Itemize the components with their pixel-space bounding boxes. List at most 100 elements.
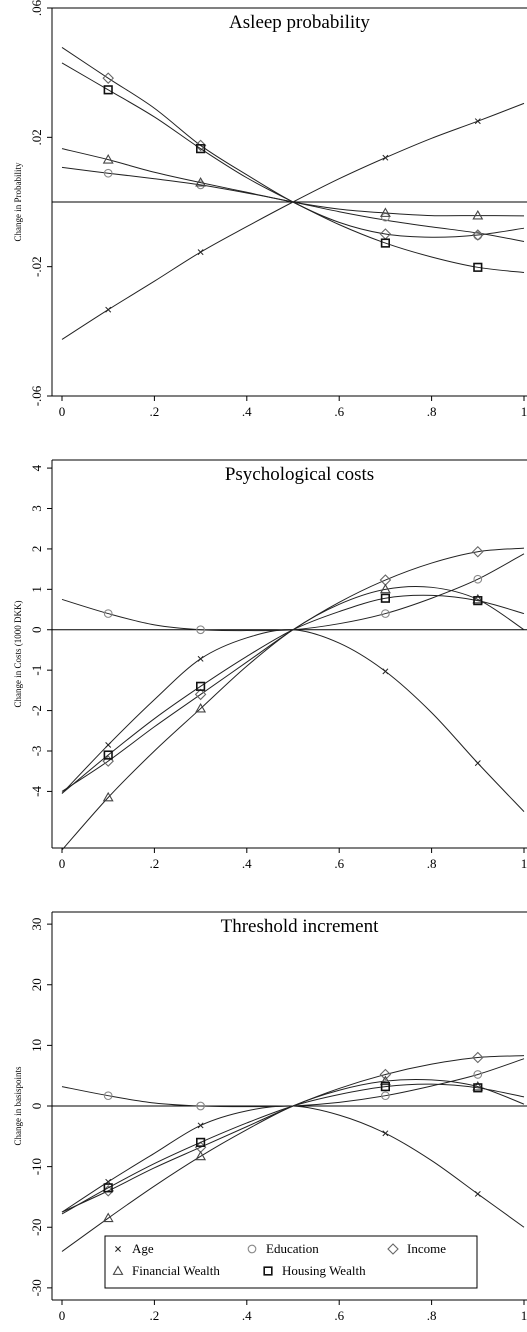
- series-line: [61, 629, 525, 812]
- series-line: [61, 1083, 525, 1215]
- y-tick-label: .02: [29, 129, 44, 145]
- legend-label: Age: [132, 1241, 154, 1256]
- data-point: [196, 144, 206, 154]
- data-point: [196, 1137, 206, 1147]
- y-tick-label: -10: [29, 1158, 44, 1175]
- legend-marker: [247, 1244, 257, 1254]
- series-line: [61, 547, 525, 792]
- y-axis-label: Change in Costs (1000 DKK): [13, 601, 23, 708]
- series-line: [61, 585, 525, 851]
- data-point: [473, 1070, 483, 1079]
- x-tick-label: 1: [521, 856, 527, 871]
- data-point: [102, 1212, 114, 1223]
- y-tick-label: -2: [29, 705, 44, 716]
- legend-item: Financial Wealth: [112, 1263, 220, 1278]
- data-point: [379, 1068, 392, 1081]
- chart-title: Psychological costs: [225, 464, 374, 485]
- series-line: [61, 1078, 525, 1252]
- y-tick-label: 2: [29, 546, 44, 553]
- y-tick-label: 4: [29, 464, 44, 471]
- data-point: [102, 154, 114, 164]
- legend-box: [104, 1235, 478, 1289]
- data-point: [196, 681, 206, 691]
- data-point: [105, 741, 112, 748]
- x-tick-label: 0: [59, 404, 66, 419]
- data-point: [103, 85, 113, 95]
- series-age: [61, 629, 525, 812]
- x-tick-label: 1: [521, 1308, 527, 1323]
- y-tick-label: -3: [29, 746, 44, 757]
- legend-marker: [387, 1243, 399, 1255]
- chart-title: Threshold increment: [221, 916, 379, 937]
- data-point: [381, 609, 390, 618]
- series-income: [61, 1051, 525, 1213]
- data-point: [197, 249, 204, 256]
- y-tick-label: 0: [29, 1103, 44, 1110]
- series-education: [61, 1058, 525, 1111]
- series-education: [61, 553, 525, 635]
- data-point: [474, 1190, 481, 1197]
- data-point: [472, 209, 484, 220]
- data-point: [102, 72, 114, 84]
- x-tick-label: .2: [150, 404, 160, 419]
- series-line: [61, 1105, 525, 1228]
- x-tick-label: .4: [242, 404, 252, 419]
- legend-label: Income: [407, 1241, 446, 1256]
- legend-label: Housing Wealth: [282, 1263, 366, 1278]
- data-point: [472, 545, 484, 558]
- legend: Age Education Income Financial Wealth Housin…: [104, 1235, 478, 1289]
- series-housing-wealth: [61, 62, 525, 273]
- y-tick-label: 20: [29, 978, 44, 991]
- data-point: [379, 207, 391, 217]
- series-income: [61, 47, 525, 241]
- x-tick-label: .8: [427, 404, 437, 419]
- y-tick-label: -4: [29, 786, 44, 797]
- data-point: [195, 1150, 207, 1161]
- data-point: [197, 1122, 204, 1129]
- series-housing-wealth: [61, 1082, 525, 1215]
- data-point: [102, 791, 114, 802]
- legend-marker: [112, 1265, 124, 1275]
- data-point: [474, 760, 481, 767]
- x-tick-label: 1: [521, 404, 527, 419]
- data-point: [473, 596, 483, 606]
- data-point: [382, 1130, 389, 1137]
- y-tick-label: -.02: [29, 256, 44, 277]
- y-tick-label: 0: [29, 627, 44, 634]
- data-point: [381, 1091, 390, 1101]
- chart-panel: Psychological costs Change in Costs (1000…: [13, 459, 527, 871]
- series-financial-wealth: [61, 583, 525, 851]
- legend-label: Financial Wealth: [132, 1263, 220, 1278]
- data-point: [105, 306, 112, 313]
- y-tick-label: 1: [29, 586, 44, 593]
- y-axis-label: Change in Probability: [13, 162, 23, 241]
- data-point: [382, 668, 389, 675]
- x-tick-label: .6: [334, 404, 344, 419]
- x-tick-label: .4: [242, 1308, 252, 1323]
- series-line: [61, 102, 525, 340]
- legend-item: Age: [115, 1241, 154, 1256]
- data-point: [195, 702, 207, 713]
- data-point: [194, 139, 207, 152]
- x-tick-label: .2: [150, 1308, 160, 1323]
- data-point: [473, 574, 483, 584]
- y-tick-label: 30: [29, 918, 44, 931]
- data-point: [382, 154, 389, 161]
- data-point: [194, 688, 207, 701]
- data-point: [472, 1051, 484, 1064]
- legend-marker: [115, 1246, 121, 1252]
- series-line: [61, 1058, 525, 1108]
- y-tick-label: -.06: [29, 385, 44, 406]
- data-point: [380, 593, 391, 603]
- chart-panel: Threshold increment Change in basispoints…: [13, 911, 527, 1323]
- data-point: [103, 750, 113, 760]
- series-line: [61, 166, 525, 242]
- x-tick-label: 0: [59, 856, 66, 871]
- x-tick-label: .6: [334, 1308, 344, 1323]
- series-line: [61, 62, 525, 273]
- y-tick-label: -20: [29, 1219, 44, 1236]
- data-point: [103, 1183, 113, 1193]
- data-point: [196, 625, 205, 635]
- data-point: [103, 1091, 113, 1101]
- data-point: [472, 229, 484, 241]
